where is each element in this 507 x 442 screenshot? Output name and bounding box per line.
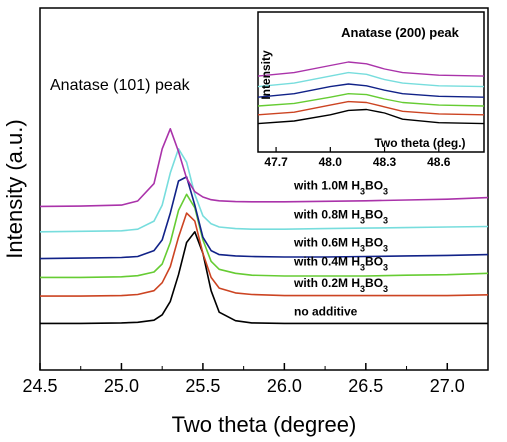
- inset-series-lines: [257, 61, 485, 125]
- inset-series-line: [257, 92, 485, 107]
- inset-x-axis-label: Two theta (deg.): [374, 136, 465, 150]
- main-series-line: [39, 148, 489, 233]
- label-text: BO: [365, 207, 383, 221]
- main-series-label: with 0.8M H3BO3: [293, 207, 388, 225]
- inset-title: Anatase (200) peak: [341, 25, 460, 40]
- inset-series-line: [257, 83, 485, 98]
- inset-series-line: [257, 108, 485, 125]
- label-subscript: 3: [383, 215, 388, 225]
- main-plot-frame: [39, 7, 489, 371]
- label-subscript: 3: [360, 262, 365, 272]
- label-text: BO: [365, 254, 383, 268]
- main-x-tick-label: 24.5: [22, 376, 57, 396]
- inset-x-tick-label: 48.0: [319, 155, 343, 169]
- inset-series-line: [257, 61, 485, 77]
- label-subscript: 3: [360, 244, 365, 254]
- inset-y-axis-label: Intensity: [259, 50, 273, 100]
- main-series-label: with 1.0M H3BO3: [293, 179, 388, 197]
- inset-plot-frame: [257, 11, 485, 153]
- main-series-lines: [39, 128, 489, 325]
- main-x-ticks: [39, 363, 449, 370]
- inset-x-ticks: [275, 147, 440, 152]
- label-text: BO: [365, 276, 383, 290]
- main-y-axis-label: Intensity (a.u.): [2, 119, 27, 258]
- inset-series-line: [257, 71, 485, 88]
- main-series-label: no additive: [294, 304, 358, 318]
- main-x-tick-label: 26.5: [348, 376, 383, 396]
- label-text: BO: [365, 236, 383, 250]
- main-series-line: [39, 176, 489, 260]
- label-text: with 0.6M H: [293, 236, 360, 250]
- main-x-tick-labels: 24.5 25.0 25.5 26.0 26.5 27.0: [22, 376, 464, 396]
- main-x-tick-label: 25.0: [104, 376, 139, 396]
- inset-x-tick-label: 48.6: [427, 155, 451, 169]
- main-series-label: with 0.4M H3BO3: [293, 254, 388, 272]
- label-text: with 0.4M H: [293, 254, 360, 268]
- label-subscript: 3: [383, 244, 388, 254]
- label-subscript: 3: [360, 284, 365, 294]
- label-subscript: 3: [383, 284, 388, 294]
- main-series-label: with 0.2M H3BO3: [293, 276, 388, 294]
- main-x-tick-label: 26.0: [267, 376, 302, 396]
- main-series-line: [39, 128, 489, 208]
- label-text: with 0.8M H: [293, 207, 360, 221]
- main-series-label: with 0.6M H3BO3: [293, 236, 388, 254]
- label-subscript: 3: [360, 215, 365, 225]
- label-subscript: 3: [383, 187, 388, 197]
- label-text: no additive: [294, 304, 358, 318]
- label-subscript: 3: [360, 187, 365, 197]
- label-text: with 0.2M H: [293, 276, 360, 290]
- inset-x-tick-label: 48.3: [373, 155, 397, 169]
- main-series-line: [40, 212, 489, 297]
- label-subscript: 3: [383, 262, 388, 272]
- label-text: BO: [365, 179, 383, 193]
- main-x-tick-label: 25.5: [185, 376, 220, 396]
- main-annotation: Anatase (101) peak: [50, 77, 191, 94]
- inset-x-tick-label: 47.7: [264, 155, 288, 169]
- main-x-tick-label: 27.0: [430, 376, 465, 396]
- label-text: with 1.0M H: [293, 179, 360, 193]
- main-x-axis-label: Two theta (degree): [172, 412, 357, 437]
- main-series-line: [40, 193, 489, 279]
- inset-x-tick-labels: 47.7 48.0 48.3 48.6: [264, 155, 450, 169]
- inset-series-line: [257, 100, 485, 116]
